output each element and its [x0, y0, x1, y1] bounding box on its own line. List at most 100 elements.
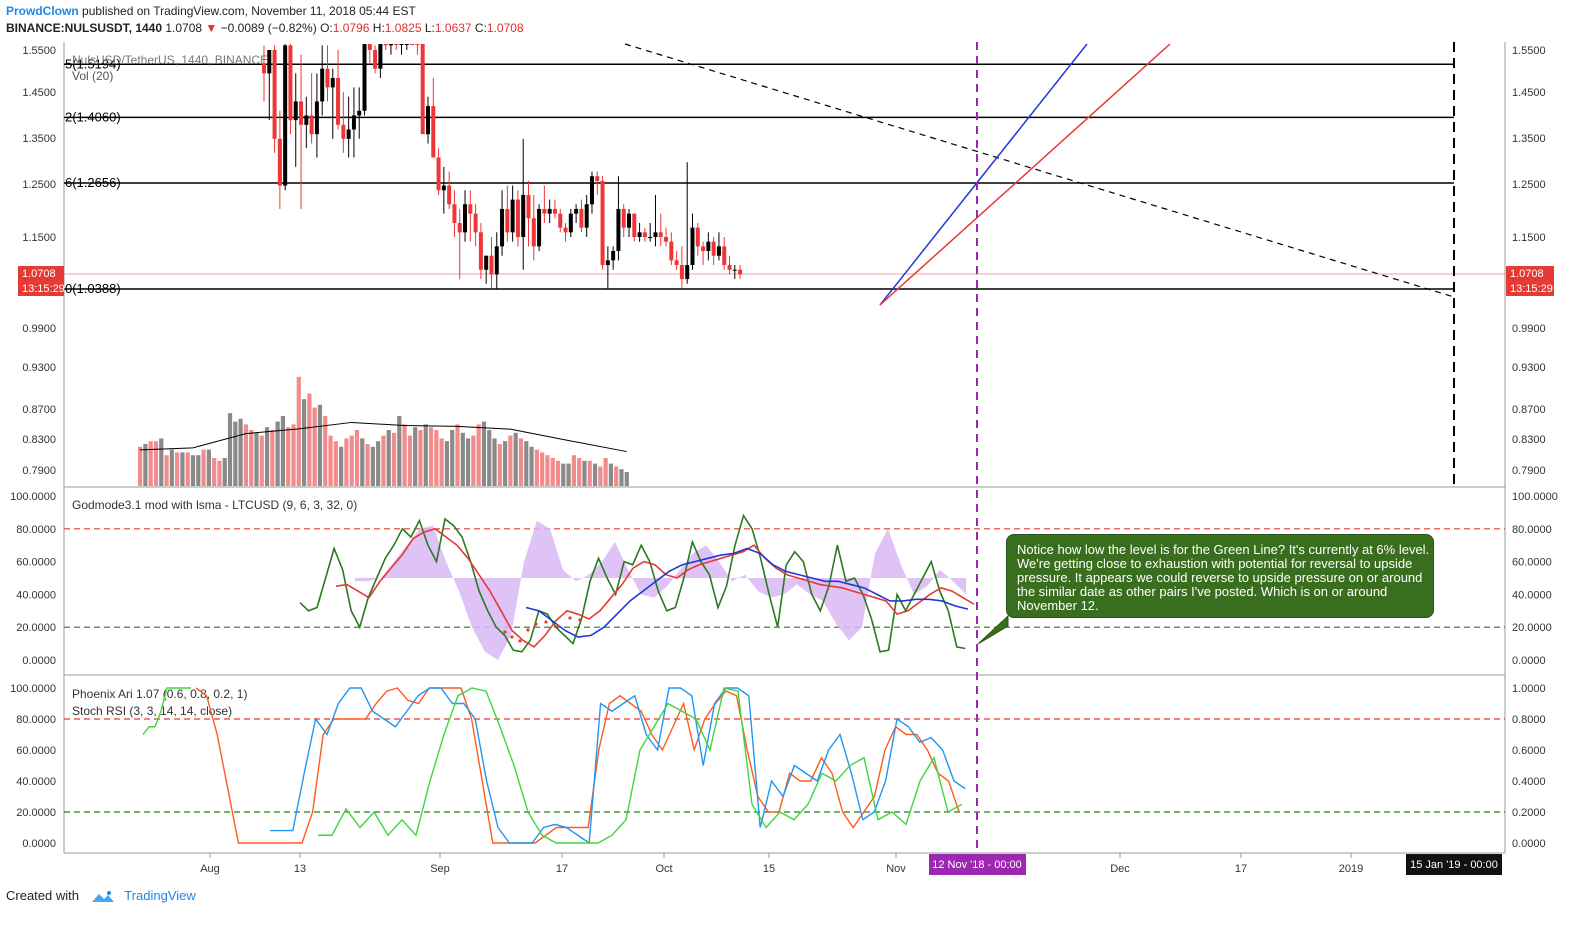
- candle-body: [658, 232, 663, 237]
- chart-canvas[interactable]: 1.5500 1.5500 1.4500 1.4500 1.3500 1.3500 1.25…: [0, 38, 1586, 880]
- osc1-signal-dot: [510, 635, 514, 639]
- volume-bar: [280, 416, 286, 486]
- osc1-signal-dot: [526, 628, 530, 632]
- osc2-tick-left: 60.0000: [16, 745, 56, 757]
- price-tick-right: 1.3500: [1512, 133, 1546, 145]
- annotation-callout[interactable]: Notice how low the level is for the Gree…: [1006, 534, 1434, 618]
- candle-body: [367, 44, 372, 50]
- volume-bar: [243, 424, 248, 486]
- volume-bar: [169, 449, 174, 486]
- volume-bar: [307, 393, 312, 486]
- volume-bar: [465, 438, 471, 486]
- osc1-tick-left: 0.0000: [22, 655, 56, 667]
- candle-body: [415, 44, 420, 45]
- change-value: −0.0089 (−0.82%): [220, 21, 317, 35]
- volume-bar: [439, 438, 444, 486]
- candle-body: [547, 208, 552, 214]
- candle-body: [526, 194, 531, 219]
- osc2-tick-right: 0.8000: [1512, 714, 1546, 726]
- osc2-tick-right: 0.0000: [1512, 838, 1546, 850]
- volume-bar: [291, 424, 296, 486]
- candle-body: [558, 213, 563, 228]
- price-tick-right: 1.4500: [1512, 87, 1546, 99]
- volume-bar: [545, 455, 550, 486]
- candle-body: [679, 265, 684, 280]
- candle-body: [494, 246, 499, 275]
- volume-bar: [264, 427, 270, 486]
- volume-bar: [391, 432, 397, 486]
- candle-body: [452, 204, 457, 223]
- x-tick-label: 2019: [1339, 863, 1363, 875]
- volume-bar: [354, 430, 360, 486]
- author-link[interactable]: ProwdClown: [6, 4, 79, 18]
- volume-bar: [460, 432, 465, 486]
- candle-body: [325, 68, 330, 88]
- volume-bar: [212, 458, 217, 486]
- volume-bar: [571, 455, 576, 486]
- volume-bar: [492, 438, 497, 486]
- osc2-tick-left: 80.0000: [16, 714, 56, 726]
- volume-bar: [413, 427, 418, 486]
- volume-bar: [339, 446, 344, 486]
- volume-bar: [185, 452, 190, 486]
- candle-body: [632, 213, 637, 237]
- osc2-subtitle: Stoch RSI (3, 3, 14, 14, close): [72, 704, 232, 718]
- osc1-signal-dot: [503, 630, 507, 634]
- volume-bar: [529, 446, 534, 486]
- volume-bar: [148, 441, 153, 486]
- publish-info: published on TradingView.com, November 1…: [82, 4, 416, 18]
- price-tick-left: 0.7900: [22, 465, 56, 477]
- x-tick-label: 17: [1235, 863, 1247, 875]
- footer: Created with TradingView: [6, 888, 196, 904]
- volume-bar: [423, 424, 428, 486]
- candle-body: [404, 44, 409, 45]
- candle-body: [484, 255, 489, 270]
- osc2-tick-left: 40.0000: [16, 776, 56, 788]
- osc2-tick-right: 1.0000: [1512, 683, 1546, 695]
- osc2-tick-right: 0.6000: [1512, 745, 1546, 757]
- price-tick-right: 1.1500: [1512, 232, 1546, 244]
- volume-bar: [270, 430, 275, 486]
- volume-bar: [333, 441, 338, 486]
- volume-bar: [513, 432, 518, 486]
- volume-bar: [196, 455, 201, 486]
- end-date-tag-text: 15 Jan '19 - 00:00: [1410, 859, 1498, 871]
- created-with-label: Created with: [6, 888, 79, 903]
- candle-body: [373, 50, 378, 69]
- volume-bar: [592, 463, 598, 486]
- volume-bar: [577, 458, 582, 486]
- candle-body: [510, 199, 515, 233]
- osc1-tick-right: 0.0000: [1512, 655, 1546, 667]
- volume-bar: [428, 427, 434, 486]
- x-tick-label: 15: [763, 863, 775, 875]
- volume-bar: [455, 424, 460, 486]
- red-trendline: [879, 43, 1171, 306]
- countdown-tag-left-text: 13:15:29: [22, 283, 65, 295]
- candle-body: [267, 50, 272, 74]
- osc2-tick-left: 100.0000: [10, 683, 56, 695]
- open-value: 1.0796: [332, 21, 370, 35]
- candle-body: [394, 44, 399, 45]
- close-value: 1.0708: [486, 21, 524, 35]
- tradingview-link[interactable]: TradingView: [124, 888, 196, 903]
- candle-body: [304, 115, 309, 125]
- volume-bar: [444, 441, 450, 486]
- volume-bar: [259, 435, 264, 486]
- candle-body: [537, 208, 542, 247]
- price-tick-right: 1.5500: [1512, 45, 1546, 57]
- candle-body: [695, 227, 700, 247]
- osc1-tick-right: 100.0000: [1512, 491, 1558, 503]
- volume-bar: [164, 455, 169, 486]
- volume-bar: [249, 430, 254, 486]
- volume-bar: [206, 449, 211, 486]
- volume-bar: [397, 416, 402, 486]
- volume-bar: [190, 455, 196, 486]
- osc1-tick-right: 80.0000: [1512, 524, 1552, 536]
- candle-body: [478, 232, 483, 270]
- volume-bar: [328, 435, 333, 486]
- candle-body: [716, 246, 721, 256]
- purple-date-tag: [929, 854, 1026, 875]
- price-tick-left: 1.3500: [22, 133, 56, 145]
- volume-bar: [566, 463, 571, 486]
- volume-bar: [503, 441, 508, 486]
